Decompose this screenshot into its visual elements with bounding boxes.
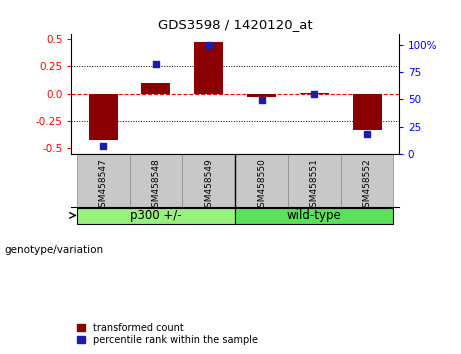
Bar <box>130 154 182 207</box>
Point <box>363 131 371 137</box>
Bar <box>142 83 171 94</box>
Bar <box>77 208 235 224</box>
Point <box>152 61 160 67</box>
Text: GSM458548: GSM458548 <box>151 158 160 213</box>
Title: GDS3598 / 1420120_at: GDS3598 / 1420120_at <box>158 18 313 31</box>
Text: genotype/variation: genotype/variation <box>5 245 104 255</box>
Bar <box>247 94 276 97</box>
Bar <box>353 94 382 130</box>
Point <box>311 91 318 97</box>
Bar <box>89 94 118 139</box>
Text: p300 +/-: p300 +/- <box>130 209 182 222</box>
Bar <box>288 154 341 207</box>
Text: GSM458551: GSM458551 <box>310 158 319 213</box>
Bar <box>235 208 394 224</box>
Text: GSM458552: GSM458552 <box>363 158 372 213</box>
Legend: transformed count, percentile rank within the sample: transformed count, percentile rank withi… <box>77 322 259 346</box>
Bar <box>182 154 235 207</box>
Bar <box>194 42 223 94</box>
Bar <box>300 93 329 94</box>
Text: GSM458550: GSM458550 <box>257 158 266 213</box>
Bar <box>235 154 288 207</box>
Text: GSM458547: GSM458547 <box>99 158 107 213</box>
Point <box>100 143 107 149</box>
Text: wild-type: wild-type <box>287 209 342 222</box>
Text: GSM458549: GSM458549 <box>204 158 213 213</box>
Bar <box>77 154 130 207</box>
Point <box>258 97 265 103</box>
Point <box>205 42 213 47</box>
Bar <box>341 154 394 207</box>
